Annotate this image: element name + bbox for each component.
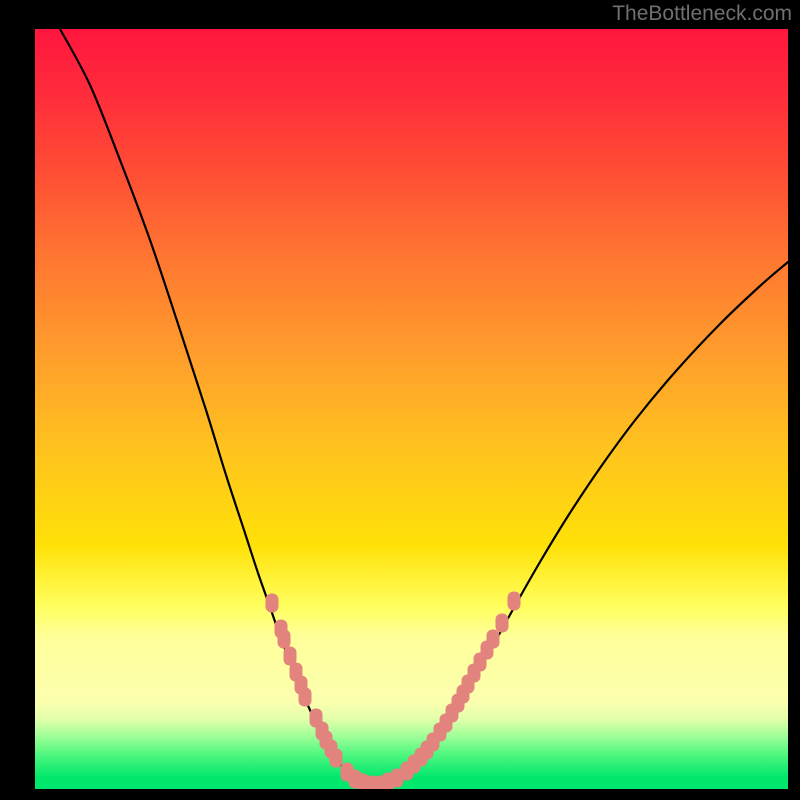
- data-marker: [496, 614, 509, 633]
- watermark-text: TheBottleneck.com: [612, 2, 792, 26]
- plot-background: [35, 29, 788, 789]
- data-marker: [508, 592, 521, 611]
- data-marker: [487, 630, 500, 649]
- bottleneck-chart: TheBottleneck.com: [0, 0, 800, 800]
- data-marker: [278, 630, 291, 649]
- data-marker: [299, 688, 312, 707]
- data-marker: [266, 594, 279, 613]
- chart-svg: [0, 0, 800, 800]
- data-marker: [330, 749, 343, 768]
